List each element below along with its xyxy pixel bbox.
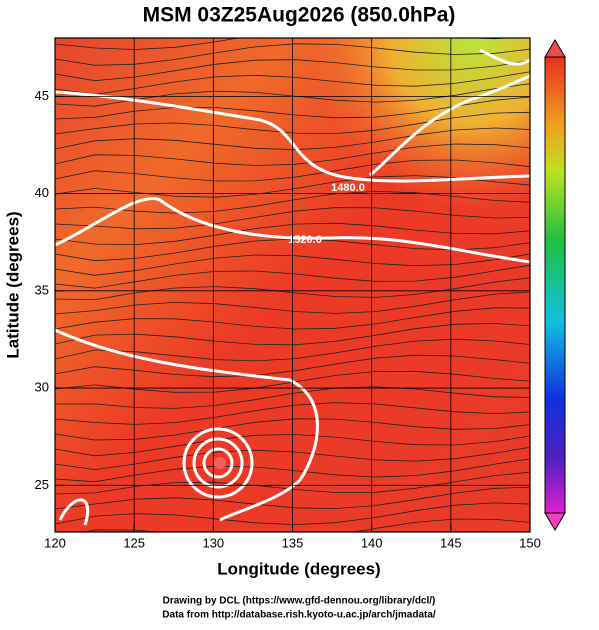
credit: Drawing by DCL (https://www.gfd-dennou.o… [163,596,436,607]
streamline [83,518,530,532]
colorbar-scale [544,56,566,514]
credit: Data from http://database.rish.kyoto-u.a… [162,610,436,621]
y-tick-label: 45 [35,88,49,103]
streamline [55,386,530,409]
streamline [55,354,530,378]
streamline [55,277,530,301]
typhoon-center [214,457,226,469]
streamline [55,175,530,198]
chart-title: MSM 03Z25Aug2026 (850.0hPa) [143,4,456,27]
contour-label: 1520.0 [288,234,322,246]
streamline [55,264,530,289]
x-tick-label: 130 [202,535,224,550]
x-tick-label: 135 [282,535,304,550]
streamline [55,323,530,346]
streamline [55,253,530,276]
streamline [55,59,530,82]
streamline [55,446,530,471]
contour-label: 1480.0 [331,182,365,194]
y-tick-label: 30 [35,380,49,395]
streamline [55,486,530,510]
streamline [55,291,530,315]
grid [55,38,530,532]
y-tick-label: 35 [35,282,49,297]
streamline [55,159,530,182]
y-tick-label: 40 [35,185,49,200]
streamline [55,402,530,425]
contours [55,48,530,526]
y-tick-label: 25 [35,477,49,492]
colorbar [544,39,566,531]
streamline [55,458,530,483]
y-axis-label: Latitude (degrees) [3,211,22,358]
streamline [55,111,530,135]
x-tick-label: 120 [44,535,66,550]
plot-area: 1480.0 1520.0 [55,38,530,532]
streamline [55,207,530,230]
streamline [55,127,530,151]
streamline [55,222,530,246]
streamline [55,43,530,66]
streamline [55,338,530,362]
streamline [55,190,530,214]
x-tick-label: 125 [123,535,145,550]
x-tick-label: 145 [440,535,462,550]
streamline [55,502,530,526]
streamline [55,418,530,441]
streamline [55,307,530,330]
streamline [55,434,530,457]
streamline [55,471,530,495]
x-tick-label: 150 [519,535,541,550]
streamline [55,38,515,50]
colorbar-extend [544,39,566,58]
streamline [55,71,530,95]
x-tick-label: 140 [361,535,383,550]
streamline [55,143,530,166]
axes: 120 125 130 135 140 145 150 25 30 35 40 45 [35,88,541,551]
x-axis-label: Longitude (degrees) [217,559,380,578]
colorbar-extend [544,512,566,531]
